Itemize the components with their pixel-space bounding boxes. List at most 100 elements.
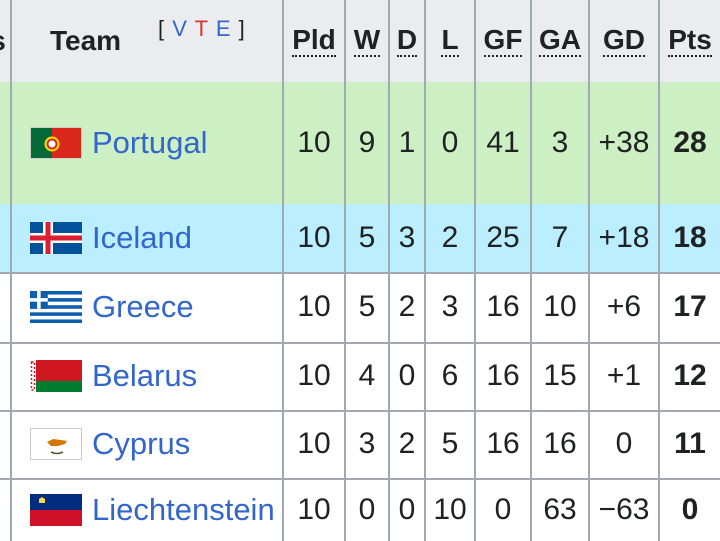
ga-cell: 7 — [530, 204, 588, 272]
ga-cell: 3 — [530, 82, 588, 204]
pld-cell: 10 — [282, 478, 344, 541]
team-link[interactable]: Cyprus — [92, 426, 191, 461]
vte-close-bracket: ] — [238, 16, 246, 41]
liechtenstein-flag-icon — [30, 493, 82, 526]
team-link[interactable]: Greece — [92, 289, 194, 324]
col-header-pts: Pts — [658, 0, 720, 82]
table-row: Cyprus 10 3 2 5 16 16 0 11 — [0, 410, 720, 480]
portugal-flag-icon — [30, 127, 82, 159]
team-cell: Iceland — [10, 204, 282, 272]
d-cell: 1 — [388, 82, 424, 204]
w-cell: 9 — [344, 82, 388, 204]
team-header-cell: Team — [10, 0, 282, 82]
ga-cell: 63 — [530, 478, 588, 541]
gf-cell: 25 — [474, 204, 530, 272]
d-cell: 0 — [388, 478, 424, 541]
d-cell: 2 — [388, 272, 424, 342]
w-cell: 0 — [344, 478, 388, 541]
pld-cell: 10 — [282, 204, 344, 272]
iceland-flag-icon — [30, 222, 82, 254]
prev-column-glyph: s — [0, 25, 6, 57]
w-cell: 5 — [344, 204, 388, 272]
pld-abbr: Pld — [292, 24, 336, 57]
w-cell: 4 — [344, 342, 388, 410]
gd-cell: 0 — [588, 410, 658, 478]
team-cell: Greece — [10, 272, 282, 342]
col-header-w: W — [344, 0, 388, 82]
table-row: Greece 10 5 2 3 16 10 +6 17 — [0, 272, 720, 344]
row-edge — [0, 410, 10, 478]
ga-cell: 10 — [530, 272, 588, 342]
d-abbr: D — [396, 24, 418, 57]
team-cell: Belarus — [10, 342, 282, 410]
row-edge — [0, 204, 10, 272]
pts-cell: 12 — [658, 342, 720, 410]
l-cell: 5 — [424, 410, 474, 478]
edit-template-link[interactable]: E — [215, 16, 232, 41]
vte-open-bracket: [ — [158, 16, 166, 41]
pts-cell: 18 — [658, 204, 720, 272]
col-header-gf: GF — [474, 0, 530, 82]
talk-template-link[interactable]: T — [194, 16, 209, 41]
pts-cell: 17 — [658, 272, 720, 342]
team-header-label: Team — [50, 25, 122, 56]
team-link[interactable]: Liechtenstein — [92, 491, 275, 527]
pld-cell: 10 — [282, 82, 344, 204]
gf-cell: 41 — [474, 82, 530, 204]
greece-flag-icon — [30, 291, 82, 323]
pts-cell: 0 — [658, 478, 720, 541]
col-header-gd: GD — [588, 0, 658, 82]
view-template-link[interactable]: V — [172, 16, 188, 41]
team-link[interactable]: Iceland — [92, 220, 192, 255]
d-cell: 0 — [388, 342, 424, 410]
table-row: Belarus 10 4 0 6 16 15 +1 12 — [0, 342, 720, 412]
table-row: Liechtenstein 10 0 0 10 0 63 −63 0 — [0, 478, 720, 541]
cyprus-flag-icon — [30, 428, 82, 460]
col-header-d: D — [388, 0, 424, 82]
prev-column-edge: s — [0, 0, 10, 82]
gd-cell: +6 — [588, 272, 658, 342]
l-cell: 3 — [424, 272, 474, 342]
navbox-vte-links: [ V T E ] — [158, 16, 246, 42]
gf-cell: 16 — [474, 410, 530, 478]
pld-cell: 10 — [282, 410, 344, 478]
ga-cell: 16 — [530, 410, 588, 478]
w-abbr: W — [353, 24, 381, 57]
gd-cell: +1 — [588, 342, 658, 410]
pts-cell: 11 — [658, 410, 720, 478]
gd-cell: −63 — [588, 478, 658, 541]
l-cell: 10 — [424, 478, 474, 541]
gd-cell: +38 — [588, 82, 658, 204]
col-header-l: L — [424, 0, 474, 82]
row-edge — [0, 82, 10, 204]
gf-cell: 16 — [474, 342, 530, 410]
team-cell: Cyprus — [10, 410, 282, 478]
gd-cell: +18 — [588, 204, 658, 272]
row-edge — [0, 272, 10, 342]
team-link[interactable]: Belarus — [92, 358, 198, 393]
col-header-ga: GA — [530, 0, 588, 82]
team-cell: Liechtenstein — [10, 478, 282, 541]
ga-cell: 15 — [530, 342, 588, 410]
gf-cell: 16 — [474, 272, 530, 342]
pts-cell: 28 — [658, 82, 720, 204]
l-cell: 2 — [424, 204, 474, 272]
row-edge — [0, 478, 10, 541]
table-header: s Team [ V T E ] Pld W D L GF GA GD Pts — [0, 0, 720, 84]
l-cell: 0 — [424, 82, 474, 204]
d-cell: 2 — [388, 410, 424, 478]
gf-abbr: GF — [483, 24, 523, 57]
l-cell: 6 — [424, 342, 474, 410]
ga-abbr: GA — [539, 24, 581, 57]
table-row: Iceland 10 5 3 2 25 7 +18 18 — [0, 204, 720, 274]
d-cell: 3 — [388, 204, 424, 272]
belarus-flag-icon — [30, 360, 82, 392]
table-row: Portugal 10 9 1 0 41 3 +38 28 — [0, 82, 720, 206]
pld-cell: 10 — [282, 272, 344, 342]
w-cell: 5 — [344, 272, 388, 342]
gd-abbr: GD — [603, 24, 645, 57]
pld-cell: 10 — [282, 342, 344, 410]
team-link[interactable]: Portugal — [92, 125, 208, 160]
w-cell: 3 — [344, 410, 388, 478]
